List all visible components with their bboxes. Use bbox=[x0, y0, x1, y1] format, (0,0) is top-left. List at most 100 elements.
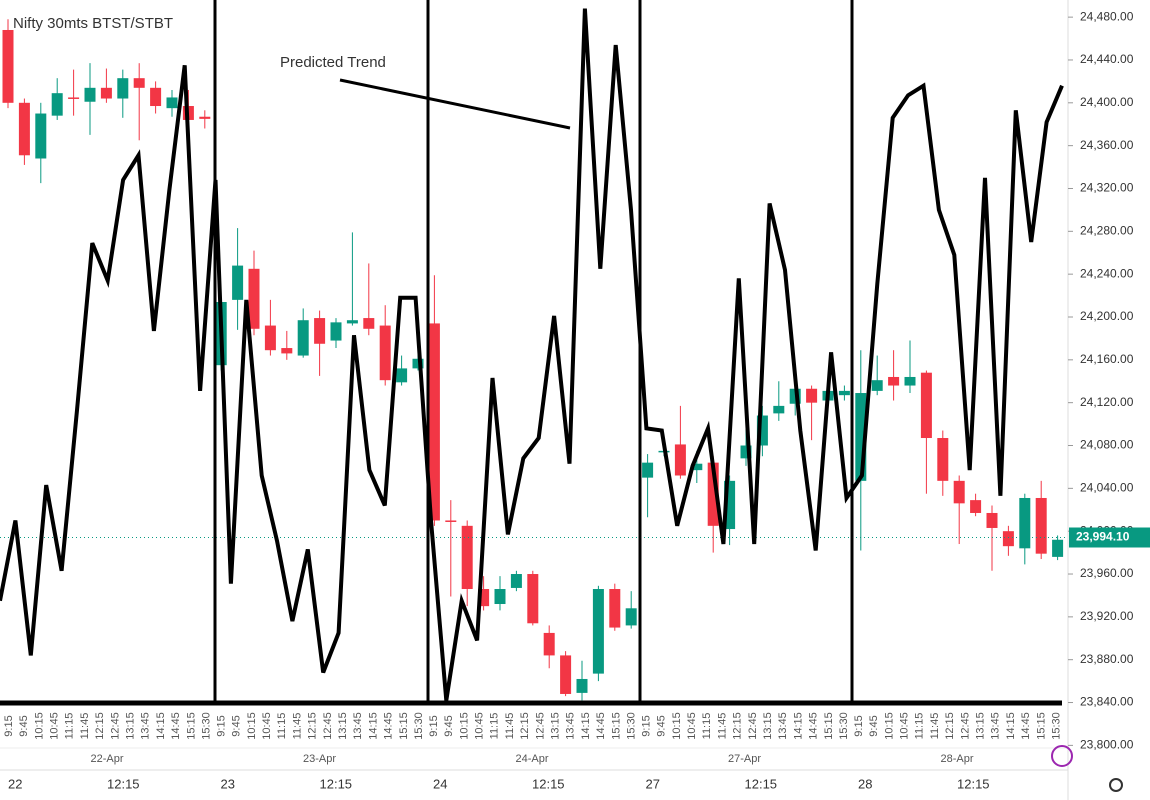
candle-body bbox=[855, 393, 867, 481]
time-label: 11:45 bbox=[716, 713, 728, 740]
day-label: 24-Apr bbox=[515, 753, 548, 765]
time-label: 15:30 bbox=[1051, 712, 1063, 740]
time-label: 12:45 bbox=[109, 712, 121, 740]
y-tick-label: 23,840.00 bbox=[1080, 695, 1134, 709]
mid-label: 12:15 bbox=[957, 776, 990, 791]
time-label: 14:15 bbox=[155, 712, 167, 740]
time-label: 11:15 bbox=[489, 713, 501, 740]
time-label: 9:15 bbox=[428, 715, 440, 736]
day-label: 27-Apr bbox=[728, 753, 761, 765]
time-label: 12:15 bbox=[519, 712, 531, 740]
time-label: 10:15 bbox=[458, 712, 470, 740]
candle-body bbox=[100, 87, 112, 99]
trend-line bbox=[0, 8, 1064, 701]
y-tick-label: 24,040.00 bbox=[1080, 481, 1134, 495]
time-label: 11:45 bbox=[79, 713, 91, 740]
time-label: 12:45 bbox=[322, 712, 334, 740]
candle-body bbox=[346, 320, 358, 324]
time-label: 13:15 bbox=[975, 712, 987, 740]
candle-body bbox=[461, 525, 473, 590]
time-label: 14:45 bbox=[170, 712, 182, 740]
candle-body bbox=[494, 589, 506, 605]
mid-label: 12:15 bbox=[107, 776, 140, 791]
day-label: 22-Apr bbox=[90, 753, 123, 765]
candle-body bbox=[412, 358, 424, 369]
candle-body bbox=[478, 589, 490, 607]
candle-body bbox=[1035, 497, 1047, 554]
y-tick-label: 24,080.00 bbox=[1080, 438, 1134, 452]
candle-body bbox=[363, 318, 375, 329]
candle-body bbox=[970, 500, 982, 513]
candle-body bbox=[51, 93, 63, 116]
time-label: 10:45 bbox=[261, 712, 273, 740]
icon[interactable] bbox=[1051, 745, 1073, 767]
annotation: Predicted Trend bbox=[280, 54, 386, 71]
time-label: 14:15 bbox=[1005, 712, 1017, 740]
candle-body bbox=[1002, 531, 1014, 547]
time-label: 11:45 bbox=[504, 713, 516, 740]
time-label: 11:45 bbox=[291, 713, 303, 740]
time-label: 14:45 bbox=[808, 712, 820, 740]
candle-body bbox=[117, 78, 129, 99]
candle-body bbox=[838, 390, 850, 396]
time-label: 10:15 bbox=[883, 712, 895, 740]
day-short-label: 22 bbox=[8, 776, 22, 791]
time-label: 11:15 bbox=[701, 713, 713, 740]
time-label: 14:15 bbox=[792, 712, 804, 740]
candle-body bbox=[740, 445, 752, 459]
candle-body bbox=[625, 608, 637, 626]
y-tick-label: 24,440.00 bbox=[1080, 52, 1134, 66]
time-label: 10:15 bbox=[246, 712, 258, 740]
candle-body bbox=[773, 405, 785, 414]
time-label: 10:45 bbox=[474, 712, 486, 740]
time-label: 13:45 bbox=[352, 712, 364, 740]
candle-body bbox=[264, 325, 276, 351]
time-label: 14:15 bbox=[367, 712, 379, 740]
candle-body bbox=[297, 320, 309, 356]
time-label: 13:45 bbox=[990, 712, 1002, 740]
y-tick-label: 24,240.00 bbox=[1080, 266, 1134, 280]
candle-body bbox=[428, 323, 440, 521]
candle-body bbox=[642, 462, 654, 478]
last-price-box bbox=[1069, 527, 1150, 548]
candle-body bbox=[806, 388, 818, 403]
candle-body bbox=[133, 78, 145, 88]
time-label: 10:15 bbox=[33, 712, 45, 740]
time-label: 12:45 bbox=[534, 712, 546, 740]
time-label: 12:15 bbox=[732, 712, 744, 740]
last-price-label: 23,994.10 bbox=[1076, 530, 1130, 544]
candle-body bbox=[379, 325, 391, 381]
time-label: 14:45 bbox=[595, 712, 607, 740]
y-tick-label: 24,160.00 bbox=[1080, 352, 1134, 366]
time-label: 9:45 bbox=[868, 715, 880, 736]
plot-area bbox=[0, 8, 1068, 701]
time-label: 12:15 bbox=[944, 712, 956, 740]
candle-body bbox=[576, 678, 588, 693]
time-label: 15:30 bbox=[413, 712, 425, 740]
candle-body bbox=[707, 462, 719, 526]
mid-label: 12:15 bbox=[320, 776, 353, 791]
time-label: 10:45 bbox=[49, 712, 61, 740]
time-label: 11:45 bbox=[929, 713, 941, 740]
time-label: 14:45 bbox=[1020, 712, 1032, 740]
time-label: 15:15 bbox=[398, 712, 410, 740]
mid-label: 12:15 bbox=[745, 776, 778, 791]
time-label: 13:15 bbox=[337, 712, 349, 740]
settings-icon[interactable] bbox=[1109, 778, 1123, 792]
day-short-label: 24 bbox=[433, 776, 447, 791]
time-label: 9:45 bbox=[18, 715, 30, 736]
candle-body bbox=[396, 368, 408, 383]
candle-body bbox=[986, 512, 998, 528]
time-label: 12:15 bbox=[307, 712, 319, 740]
time-label: 9:45 bbox=[443, 715, 455, 736]
candle-body bbox=[166, 97, 178, 109]
time-label: 12:45 bbox=[959, 712, 971, 740]
candle-body bbox=[18, 102, 30, 156]
candle-body bbox=[953, 480, 965, 504]
candle-body bbox=[281, 348, 293, 354]
candle-body bbox=[1019, 497, 1031, 549]
candle-body bbox=[445, 520, 457, 522]
candle-body bbox=[691, 463, 703, 471]
time-label: 13:45 bbox=[140, 712, 152, 740]
